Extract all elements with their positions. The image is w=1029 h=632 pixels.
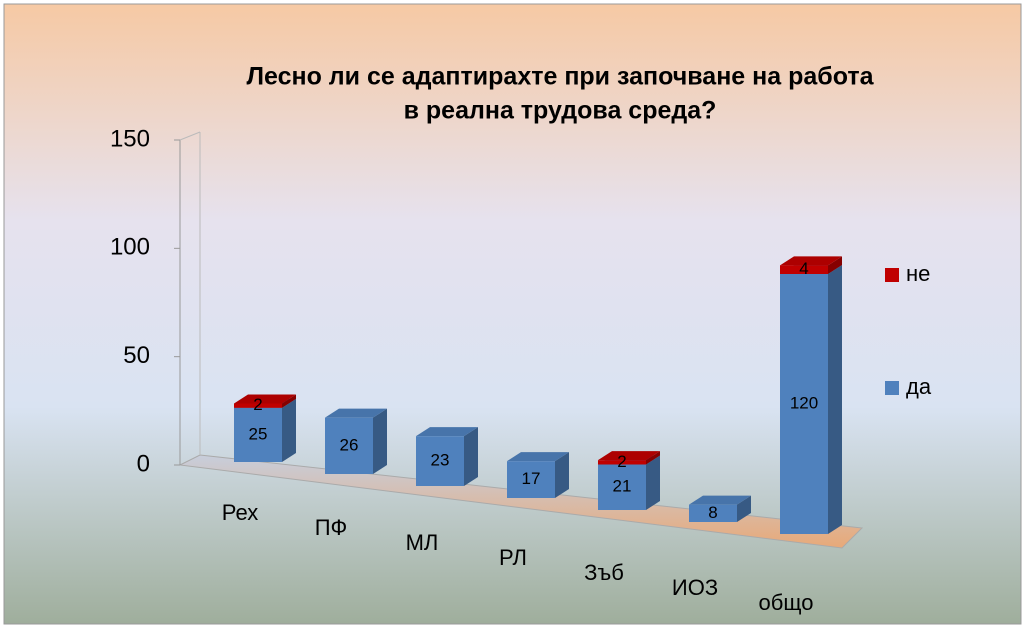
legend-label: не: [906, 261, 930, 286]
bar-top: [416, 427, 478, 437]
bar-top: [325, 408, 387, 418]
bar-top: [598, 451, 660, 461]
bar: [780, 274, 828, 534]
x-tick-label: общо: [759, 590, 814, 615]
chart-title: Лесно ли се адаптирахте при започване на…: [246, 63, 874, 91]
y-tick-label: 100: [110, 234, 150, 261]
bar-side: [646, 451, 660, 465]
x-tick-label: МЛ: [406, 530, 439, 555]
bar-side: [282, 398, 296, 462]
bar: [780, 265, 828, 274]
x-tick-label: Рех: [222, 500, 258, 525]
data-label: 120: [790, 393, 818, 412]
bar-side: [373, 408, 387, 474]
floor: [178, 454, 864, 549]
legend-label: да: [906, 374, 932, 399]
data-label: 23: [431, 451, 450, 470]
bar: [234, 407, 282, 462]
bar: [598, 460, 646, 465]
bar: [416, 436, 464, 486]
data-label: 2: [617, 452, 626, 471]
data-label: 17: [522, 469, 541, 488]
data-label: 8: [708, 503, 717, 522]
y-tick-label: 150: [110, 125, 150, 152]
bar-side: [737, 495, 751, 522]
x-tick-label: Зъб: [584, 560, 624, 585]
bar: [598, 464, 646, 510]
bar-side: [555, 452, 569, 498]
bar-top: [689, 495, 751, 505]
y-tick-label: 0: [137, 450, 150, 477]
bar: [507, 461, 555, 498]
bar: [325, 417, 373, 474]
background: [3, 3, 1022, 625]
data-label: 4: [799, 259, 808, 278]
data-label: 26: [340, 435, 359, 454]
back-wall-edge: [179, 131, 201, 141]
bar-side: [282, 394, 296, 408]
legend-swatch: [885, 268, 899, 282]
bar-top: [507, 452, 569, 462]
legend-swatch: [885, 381, 899, 395]
data-label: 25: [249, 424, 268, 443]
x-tick-label: ИОЗ: [672, 575, 718, 600]
bar-top: [234, 394, 296, 404]
bar: [689, 504, 737, 522]
x-tick-label: ПФ: [315, 515, 348, 540]
bar-side: [828, 265, 842, 534]
bar-side: [464, 427, 478, 486]
data-label: 2: [253, 395, 262, 414]
bar-top: [780, 256, 842, 266]
chart-title: в реална трудова среда?: [404, 97, 717, 125]
bar-side: [646, 455, 660, 510]
y-tick-label: 50: [123, 342, 150, 369]
bar: [234, 403, 282, 408]
x-tick-label: РЛ: [499, 545, 527, 570]
data-label: 21: [613, 477, 632, 496]
bar-side: [828, 256, 842, 274]
